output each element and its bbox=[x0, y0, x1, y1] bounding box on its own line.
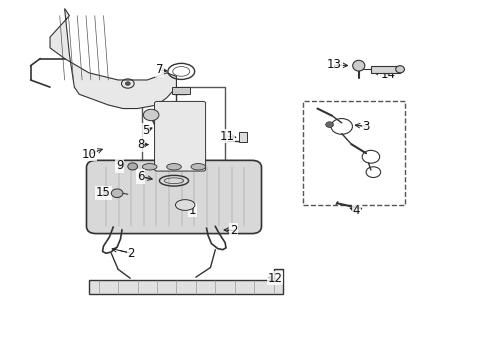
Text: 7: 7 bbox=[155, 63, 163, 76]
Text: 9: 9 bbox=[116, 159, 123, 172]
Text: 3: 3 bbox=[362, 120, 369, 133]
Circle shape bbox=[143, 109, 159, 121]
Text: 2: 2 bbox=[229, 224, 237, 237]
Polygon shape bbox=[50, 9, 176, 109]
Text: 12: 12 bbox=[267, 272, 282, 285]
Bar bbox=[171, 87, 190, 94]
Ellipse shape bbox=[191, 163, 205, 170]
FancyBboxPatch shape bbox=[86, 160, 261, 234]
Text: 6: 6 bbox=[137, 170, 144, 183]
Bar bbox=[302, 102, 404, 205]
Text: 14: 14 bbox=[380, 68, 395, 81]
Text: 8: 8 bbox=[137, 139, 144, 152]
Circle shape bbox=[127, 163, 137, 170]
FancyBboxPatch shape bbox=[154, 102, 205, 171]
Ellipse shape bbox=[175, 200, 195, 210]
Text: 15: 15 bbox=[96, 186, 111, 199]
Text: 4: 4 bbox=[352, 204, 359, 217]
Ellipse shape bbox=[166, 163, 181, 170]
Text: 13: 13 bbox=[326, 58, 341, 72]
Ellipse shape bbox=[395, 66, 404, 73]
Text: 11: 11 bbox=[219, 130, 234, 143]
Text: 10: 10 bbox=[81, 148, 96, 161]
Polygon shape bbox=[370, 66, 399, 73]
Text: 2: 2 bbox=[127, 247, 135, 260]
Circle shape bbox=[325, 122, 333, 127]
Circle shape bbox=[125, 82, 130, 85]
Polygon shape bbox=[89, 269, 283, 294]
Text: 1: 1 bbox=[188, 203, 196, 216]
Bar bbox=[142, 87, 224, 173]
Ellipse shape bbox=[142, 163, 157, 170]
Ellipse shape bbox=[352, 60, 364, 71]
Bar bbox=[238, 132, 247, 143]
Circle shape bbox=[111, 189, 122, 198]
Text: 5: 5 bbox=[142, 124, 149, 137]
